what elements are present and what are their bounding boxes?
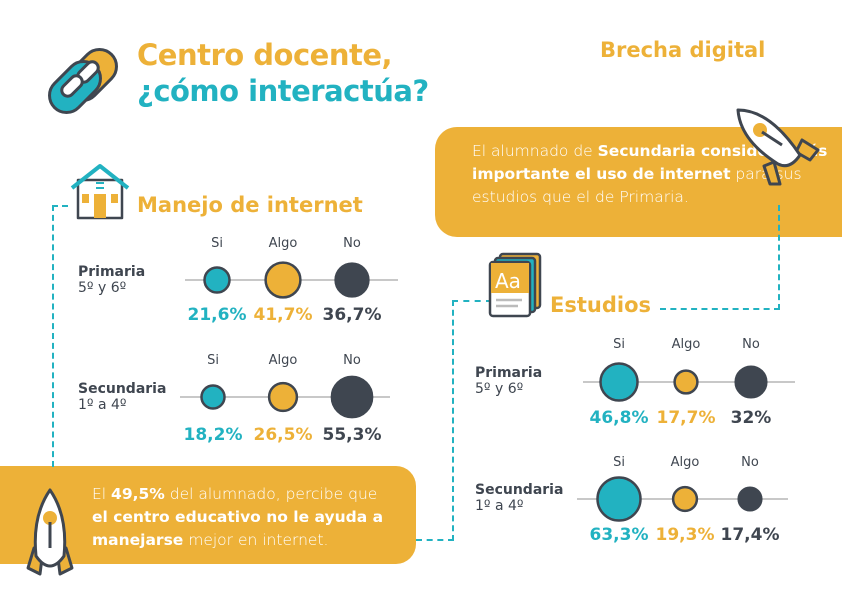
category-label: Si xyxy=(613,337,625,352)
callout-text: El xyxy=(92,485,112,503)
bubble-si xyxy=(200,384,226,410)
category-label: Si xyxy=(207,353,219,368)
callout-text: mejor en internet. xyxy=(183,531,329,549)
bubble-no xyxy=(734,365,768,399)
category-label: Algo xyxy=(670,455,700,470)
title-line-1: Centro docente, xyxy=(137,38,393,72)
series-label: Secundaria xyxy=(78,381,167,397)
category-label: Algo xyxy=(671,337,701,352)
bubble-algo xyxy=(267,381,299,413)
series-sublabel: 1º a 4º xyxy=(475,498,524,514)
category-label: No xyxy=(343,236,361,251)
value-label: 36,7% xyxy=(322,305,382,325)
chain-link-icon xyxy=(48,48,118,114)
value-label: 46,8% xyxy=(589,408,649,428)
section-title-internet: Manejo de internet xyxy=(137,193,363,217)
bubble-algo xyxy=(264,261,302,299)
value-label: 63,3% xyxy=(589,525,649,545)
rocket-icon xyxy=(736,108,820,186)
value-label: 19,3% xyxy=(655,525,715,545)
category-label: Algo xyxy=(268,236,298,251)
callout-text: El alumnado de xyxy=(472,142,598,160)
category-label: Si xyxy=(211,236,223,251)
connector-line xyxy=(416,300,454,541)
bubble-algo xyxy=(673,369,699,395)
value-label: 55,3% xyxy=(322,425,382,445)
value-label: 17,7% xyxy=(656,408,716,428)
svg-text:Aa: Aa xyxy=(495,269,521,293)
house-icon xyxy=(70,164,130,220)
bubble-no xyxy=(737,486,763,512)
category-label: Algo xyxy=(268,353,298,368)
callout-bold: 49,5% xyxy=(111,485,165,503)
connector-line xyxy=(660,205,780,310)
series-sublabel: 1º a 4º xyxy=(78,397,127,413)
bubble-no xyxy=(334,262,370,298)
value-label: 17,4% xyxy=(720,525,780,545)
value-label: 21,6% xyxy=(187,305,247,325)
bubble-si xyxy=(203,266,231,294)
series-label: Primaria xyxy=(78,264,146,280)
connector-line xyxy=(52,205,68,467)
title-line-2: ¿cómo interactúa? xyxy=(137,74,429,108)
callout-bold: el centro educativo no le ayuda a maneja… xyxy=(92,508,384,549)
category-label: No xyxy=(741,455,759,470)
series-sublabel: 5º y 6º xyxy=(475,381,524,397)
bubble-si xyxy=(599,362,639,402)
dictionary-icon: Aa xyxy=(488,252,542,318)
value-label: 32% xyxy=(730,408,772,428)
section-label: Brecha digital xyxy=(600,38,766,62)
category-label: No xyxy=(343,353,361,368)
section-title-estudios: Estudios xyxy=(550,293,651,317)
connector-line xyxy=(452,300,492,302)
callout-49: El 49,5% del alumnado, percibe que el ce… xyxy=(0,466,416,564)
callout-text: del alumnado, percibe que xyxy=(164,485,378,503)
bubble-si xyxy=(596,476,642,522)
value-label: 41,7% xyxy=(253,305,313,325)
bubble-algo xyxy=(671,485,699,513)
rocket-icon xyxy=(26,488,74,576)
series-label: Primaria xyxy=(475,365,543,381)
value-label: 26,5% xyxy=(253,425,313,445)
series-label: Secundaria xyxy=(475,482,564,498)
category-label: No xyxy=(742,337,760,352)
value-label: 18,2% xyxy=(183,425,243,445)
bubble-no xyxy=(330,375,374,419)
series-sublabel: 5º y 6º xyxy=(78,280,127,296)
category-label: Si xyxy=(613,455,625,470)
